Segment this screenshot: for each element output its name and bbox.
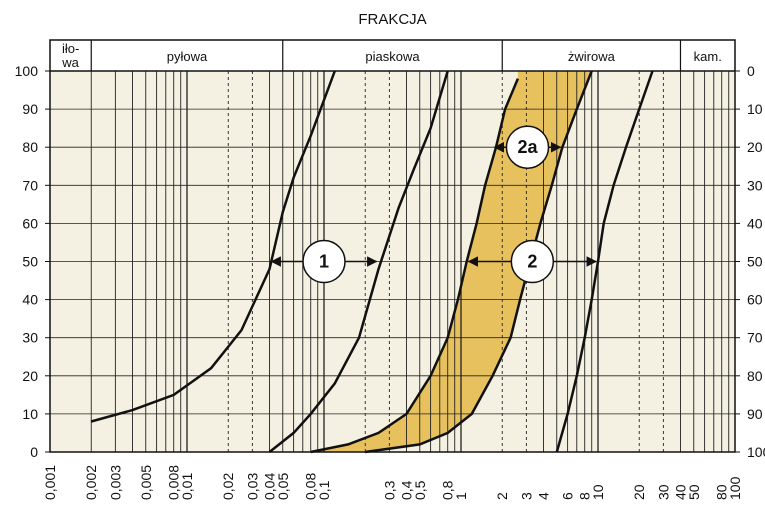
x-tick-20: 20 <box>631 484 647 500</box>
fraction-divider-3 <box>501 40 503 71</box>
y-tick-left-70: 70 <box>22 177 38 193</box>
y-tick-left-90: 90 <box>22 101 38 117</box>
x-tick-0,1: 0,1 <box>316 480 332 500</box>
x-tick-0,003: 0,003 <box>107 465 123 500</box>
y-tick-right-40: 40 <box>747 215 763 231</box>
x-tick-0,04: 0,04 <box>261 473 277 500</box>
x-tick-0,05: 0,05 <box>275 473 291 500</box>
x-tick-6: 6 <box>560 492 576 500</box>
fraction-divider-2 <box>282 40 284 71</box>
x-tick-4: 4 <box>535 492 551 500</box>
y-tick-left-20: 20 <box>22 368 38 384</box>
annotation-bubble-1 <box>510 239 555 284</box>
x-tick-0,3: 0,3 <box>381 480 397 500</box>
y-tick-left-40: 40 <box>22 292 38 308</box>
y-tick-left-80: 80 <box>22 139 38 155</box>
y-tick-left-60: 60 <box>22 215 38 231</box>
fraction-label-3: żwirowa <box>568 49 616 64</box>
fraction-label-2: piaskowa <box>365 49 420 64</box>
y-tick-left-50: 50 <box>22 254 38 270</box>
plot-frame <box>49 39 736 453</box>
series-curve-0 <box>90 70 336 423</box>
fraction-divider-1 <box>90 40 92 71</box>
x-tick-0,005: 0,005 <box>138 465 154 500</box>
y-tick-left-30: 30 <box>22 330 38 346</box>
y-tick-left-10: 10 <box>22 406 38 422</box>
series-curve-1 <box>268 70 449 453</box>
y-tick-right-0: 0 <box>747 63 755 79</box>
x-tick-10: 10 <box>590 484 606 500</box>
y-tick-right-100: 100 <box>747 444 765 460</box>
y-tick-right-10: 10 <box>747 101 763 117</box>
y-tick-right-60: 60 <box>747 292 763 308</box>
y-tick-right-20: 20 <box>747 139 763 155</box>
x-tick-0,5: 0,5 <box>412 480 428 500</box>
y-tick-right-80: 80 <box>747 368 763 384</box>
x-tick-80: 80 <box>714 484 730 500</box>
y-tick-right-30: 30 <box>747 177 763 193</box>
x-tick-0,08: 0,08 <box>303 473 319 500</box>
x-tick-1: 1 <box>453 492 469 500</box>
annotation-bubble-0 <box>302 239 346 284</box>
labels-layer: FRAKCJA010203040506070809010010090807060… <box>15 11 765 500</box>
x-tick-50: 50 <box>686 484 702 500</box>
fraction-label-4: kam. <box>694 49 722 64</box>
fraction-divider-4 <box>679 40 682 71</box>
x-tick-30: 30 <box>655 484 671 500</box>
annotation-label-2: 2a <box>517 137 538 157</box>
x-tick-0,008: 0,008 <box>166 465 182 500</box>
annotation-layer: 1 2 2a <box>270 125 598 284</box>
x-tick-8: 8 <box>577 492 593 500</box>
fraction-label-0: iło- <box>62 41 79 56</box>
x-tick-100: 100 <box>727 476 743 500</box>
y-tick-left-0: 0 <box>30 444 38 460</box>
annotation-label-1: 2 <box>527 252 537 272</box>
y-tick-right-50: 50 <box>747 254 763 270</box>
annotation-bubble-2 <box>505 125 550 169</box>
x-tick-0,001: 0,001 <box>42 465 58 500</box>
series-curve-2 <box>555 70 654 453</box>
x-tick-3: 3 <box>518 492 534 500</box>
x-tick-0,002: 0,002 <box>83 465 99 500</box>
x-tick-2: 2 <box>494 492 510 500</box>
band-lower-curve <box>365 70 593 454</box>
fraction-label-1: pyłowa <box>167 49 208 64</box>
y-tick-left-100: 100 <box>15 63 39 79</box>
x-tick-0,4: 0,4 <box>398 480 414 500</box>
annotation-label-0: 1 <box>319 252 329 272</box>
x-tick-40: 40 <box>672 484 688 500</box>
fraction-label-0-1: wa <box>61 55 79 70</box>
x-tick-0,03: 0,03 <box>244 473 260 500</box>
y-tick-right-90: 90 <box>747 406 763 422</box>
x-tick-0,01: 0,01 <box>179 473 195 500</box>
chart-title: FRAKCJA <box>358 11 426 28</box>
frame-layer: iło-wa pyłowa piaskowa żwirowa kam. <box>49 39 736 453</box>
x-tick-0,02: 0,02 <box>220 473 236 500</box>
x-tick-0,8: 0,8 <box>440 480 456 500</box>
y-tick-right-70: 70 <box>747 330 763 346</box>
